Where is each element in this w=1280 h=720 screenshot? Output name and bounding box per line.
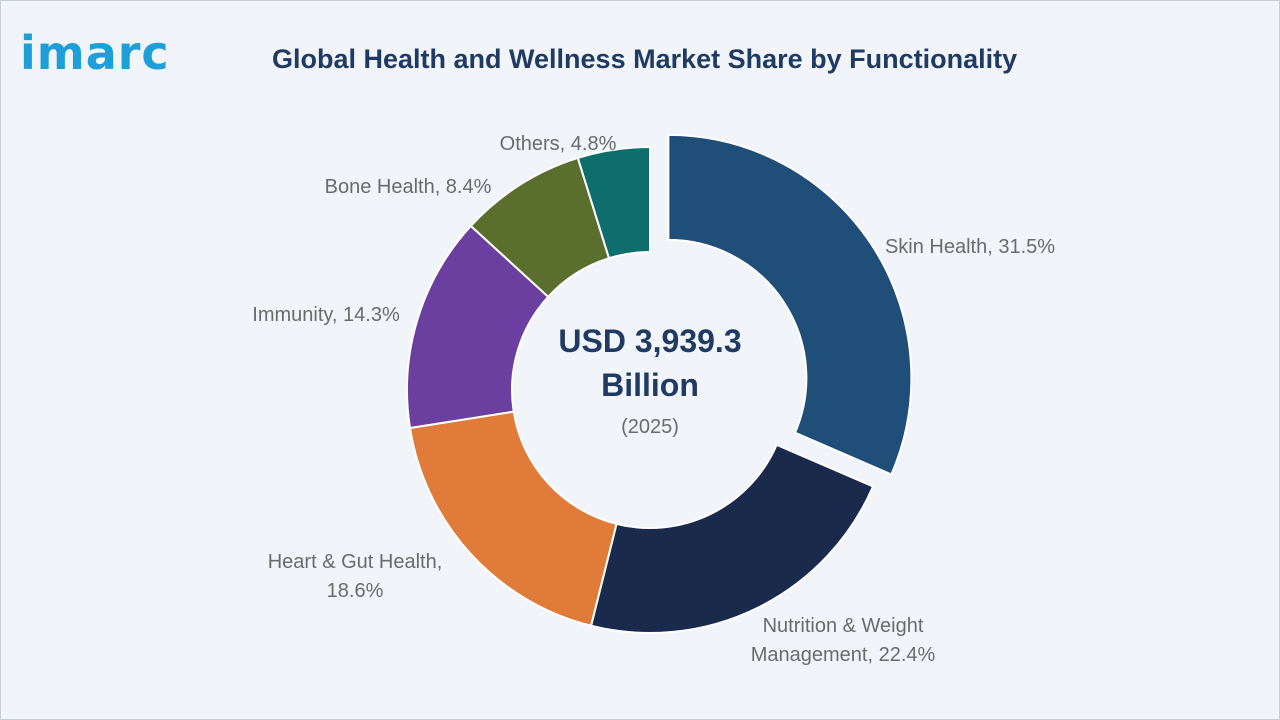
slice-heart-gut-health [408,410,618,627]
label-line: Heart & Gut Health, [268,551,443,573]
label-line: Nutrition & Weight [763,615,924,637]
label-immunity: Immunity, 14.3% [252,304,400,326]
label-line: 18.6% [327,580,384,602]
label-nutrition-weight-management: Nutrition & Weight Management, 22.4% [751,615,936,666]
label-bone-health: Bone Health, 8.4% [325,176,492,198]
slice-others [576,145,651,260]
label-line: Immunity, 14.3% [252,304,400,326]
center-year: (2025) [621,416,679,438]
center-text: USD 3,939.3 Billion (2025) [558,323,741,438]
slice-nutrition-weight-management [589,443,875,634]
label-others: Others, 4.8% [500,133,617,155]
center-unit: Billion [601,367,699,403]
label-line: Skin Health, 31.5% [885,236,1055,258]
label-line: Management, 22.4% [751,644,936,666]
center-value: USD 3,939.3 [558,323,741,359]
chart-title: Global Health and Wellness Market Share … [272,44,1018,74]
imarc-logo: imarc [20,26,170,80]
slice-skin-health [667,133,913,476]
label-line: Bone Health, 8.4% [325,176,492,198]
label-line: Others, 4.8% [500,133,617,155]
label-skin-health: Skin Health, 31.5% [885,236,1055,258]
label-heart-gut-health: Heart & Gut Health, 18.6% [268,551,443,602]
